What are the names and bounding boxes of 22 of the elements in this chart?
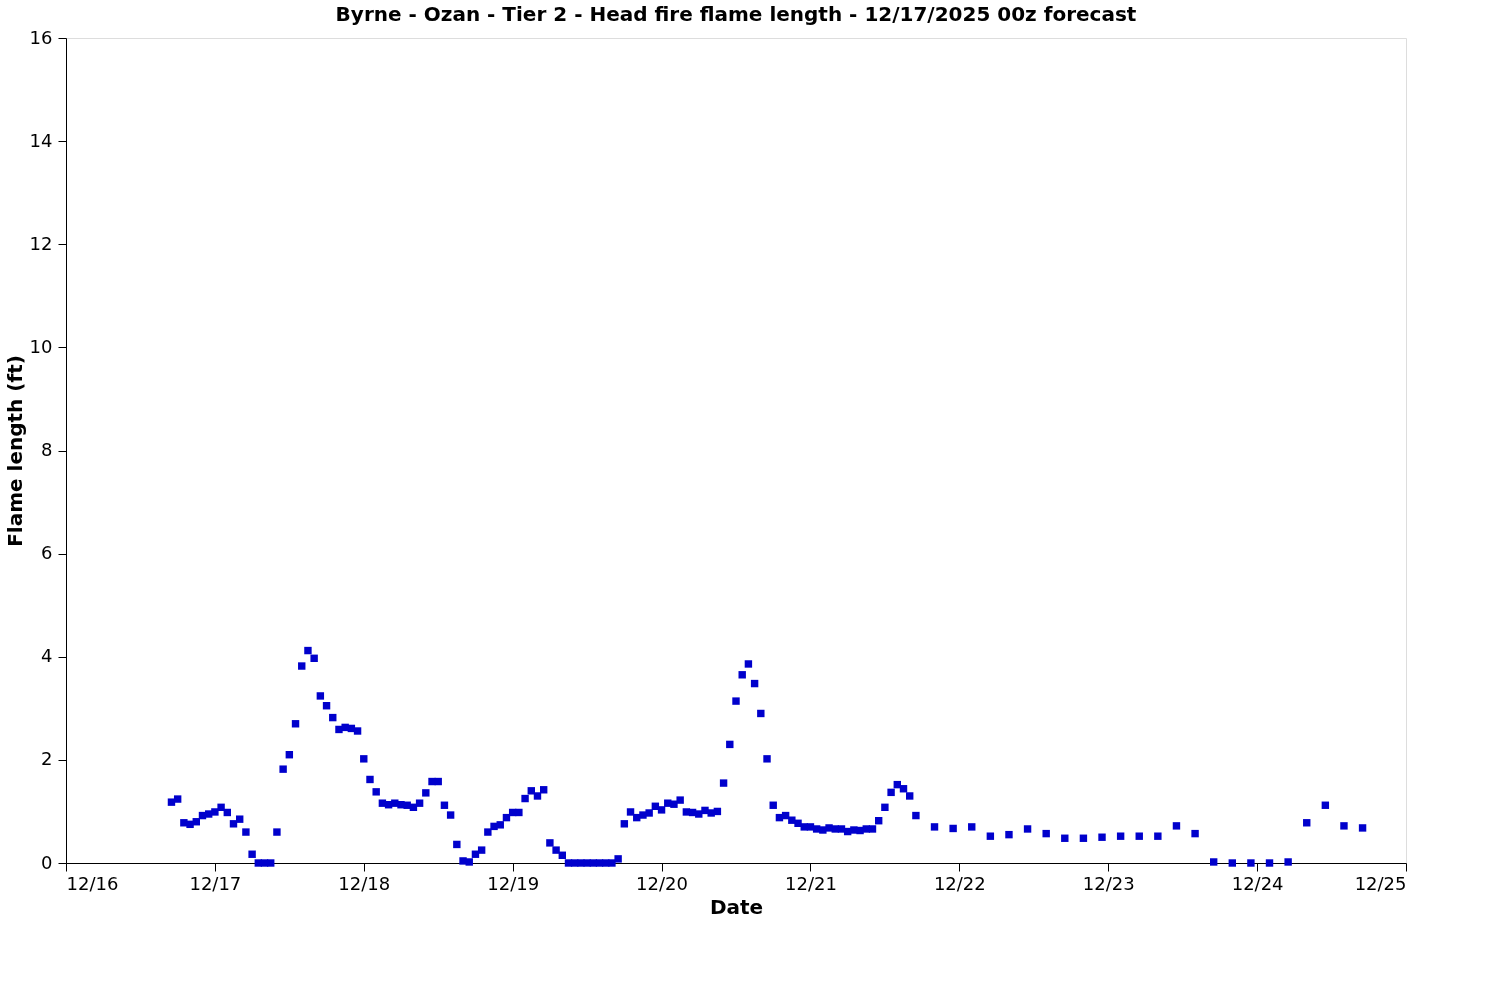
x-axis-title: Date bbox=[709, 894, 764, 919]
y-tick-label: 16 bbox=[29, 26, 53, 48]
y-tick-label: 0 bbox=[41, 851, 53, 873]
x-tick-label: 12/21 bbox=[785, 872, 837, 894]
y-tick-label: 4 bbox=[41, 645, 53, 667]
x-tick-label: 12/19 bbox=[487, 872, 540, 894]
x-tick-label: 12/18 bbox=[338, 872, 391, 894]
x-tick-label: 12/22 bbox=[933, 872, 986, 894]
chart-title: Byrne - Ozan - Tier 2 - Head fire flame length - 12/17/2025 00z forecast bbox=[335, 2, 1137, 26]
y-tick-label: 12 bbox=[29, 232, 53, 254]
y-tick-label: 10 bbox=[29, 335, 53, 357]
x-tick-label: 12/23 bbox=[1082, 872, 1135, 894]
y-axis-title: Flame length (ft) bbox=[2, 355, 27, 547]
y-tick-label: 6 bbox=[41, 542, 53, 564]
y-tick-label: 2 bbox=[41, 748, 53, 770]
x-tick-label: 12/25 bbox=[1354, 872, 1407, 894]
x-tick-label: 12/24 bbox=[1231, 872, 1284, 894]
y-tick-label: 8 bbox=[41, 439, 53, 460]
x-tick-label: 12/16 bbox=[66, 872, 119, 894]
x-tick-label: 12/17 bbox=[189, 872, 242, 894]
x-tick-label: 12/20 bbox=[636, 872, 688, 894]
y-tick-label: 14 bbox=[29, 129, 53, 151]
